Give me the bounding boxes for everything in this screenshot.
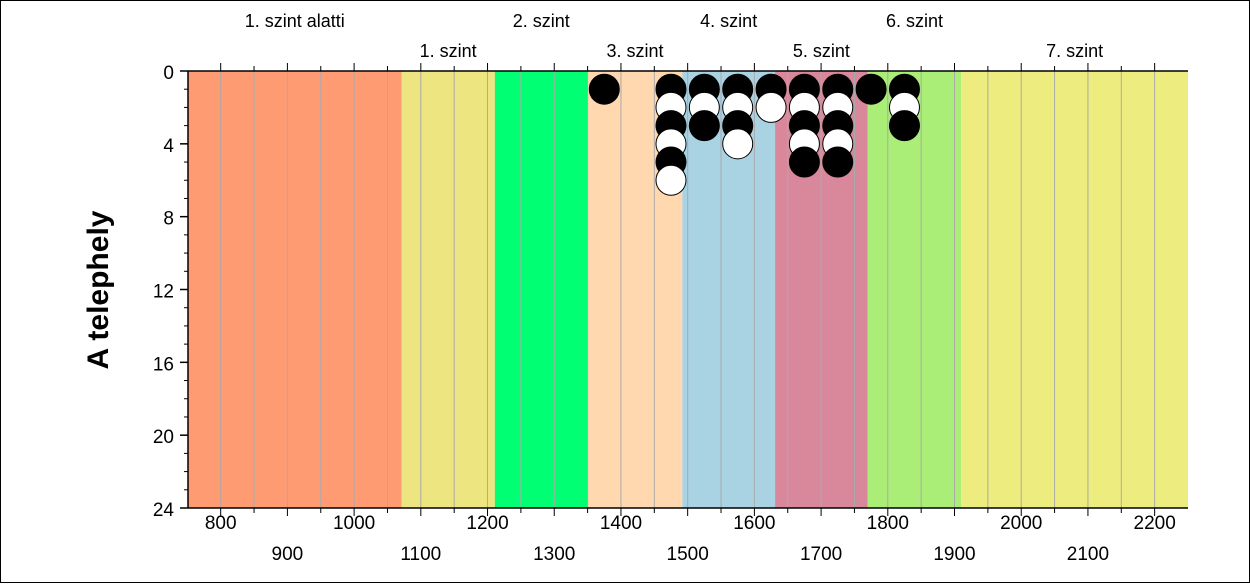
data-point-filled bbox=[888, 110, 920, 142]
axes: 0 4 8 12 16 20 24 800 1000 1200 1400 1600 1800 2000 22… bbox=[153, 63, 1188, 565]
y-tick-label: 12 bbox=[153, 282, 174, 303]
level-band bbox=[867, 71, 962, 508]
y-tick-label: 4 bbox=[163, 136, 174, 157]
x-tick-label: 1200 bbox=[466, 513, 508, 534]
data-point-filled bbox=[855, 73, 887, 105]
level-band bbox=[494, 71, 588, 508]
x-tick-label: 1900 bbox=[933, 544, 975, 565]
data-point-filled bbox=[822, 146, 854, 178]
y-tick-label: 16 bbox=[153, 354, 174, 375]
x-tick-label: 1400 bbox=[600, 513, 642, 534]
level-band bbox=[188, 71, 402, 508]
level-band bbox=[401, 71, 495, 508]
level-band-label: 1. szint alatti bbox=[245, 11, 345, 31]
y-tick-label: 24 bbox=[153, 500, 175, 521]
y-tick-label: 20 bbox=[153, 427, 174, 448]
x-tick-label: 800 bbox=[205, 513, 237, 534]
level-band-label: 5. szint bbox=[793, 41, 850, 61]
y-tick-label: 8 bbox=[163, 209, 174, 230]
data-point-open bbox=[655, 164, 687, 196]
x-tick-label: 1000 bbox=[333, 513, 375, 534]
x-tick-label: 900 bbox=[272, 544, 304, 565]
level-band-label: 4. szint bbox=[700, 11, 757, 31]
data-points bbox=[588, 73, 920, 196]
level-band bbox=[961, 71, 1188, 508]
x-tick-label: 2000 bbox=[1000, 513, 1042, 534]
level-band-label: 7. szint bbox=[1046, 41, 1103, 61]
data-point-open bbox=[755, 91, 787, 123]
data-point-filled bbox=[688, 110, 720, 142]
data-point-open bbox=[722, 128, 754, 160]
level-band-labels: 1. szint alatti 1. szint 2. szint 3. szint 4… bbox=[245, 11, 1103, 61]
x-tick-label: 2100 bbox=[1067, 544, 1109, 565]
data-point-filled bbox=[588, 73, 620, 105]
y-tick-label: 0 bbox=[163, 63, 174, 84]
level-band-label: 6. szint bbox=[886, 11, 943, 31]
x-tick-label: 2200 bbox=[1134, 513, 1176, 534]
x-tick-label: 1500 bbox=[667, 544, 709, 565]
x-tick-label: 1300 bbox=[533, 544, 575, 565]
x-tick-label: 1600 bbox=[733, 513, 775, 534]
level-band-label: 3. szint bbox=[606, 41, 663, 61]
data-point-filled bbox=[788, 146, 820, 178]
x-tick-label: 1100 bbox=[400, 544, 441, 565]
x-tick-label: 1700 bbox=[800, 544, 842, 565]
level-band-label: 1. szint bbox=[420, 41, 477, 61]
grid-lines bbox=[220, 71, 1156, 508]
x-tick-label: 1800 bbox=[867, 513, 909, 534]
y-axis-title: A telephely bbox=[82, 210, 115, 369]
level-band-label: 2. szint bbox=[513, 11, 570, 31]
